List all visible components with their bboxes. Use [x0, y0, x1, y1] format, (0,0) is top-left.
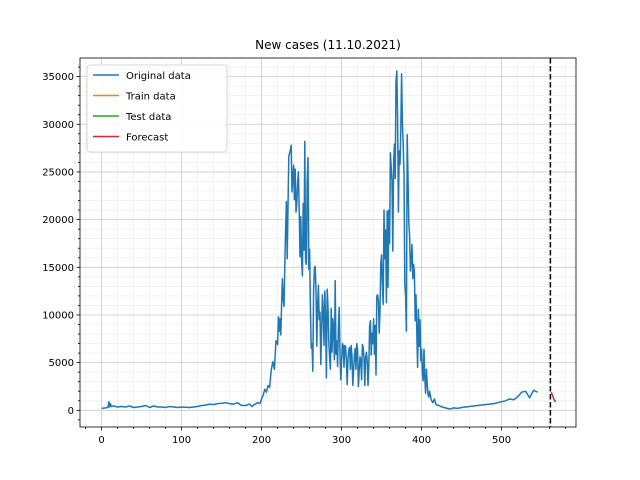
legend: Original data Train data Test data Forecast — [86, 64, 228, 153]
y-tick-label: 25000 — [42, 167, 74, 178]
x-tick-label: 300 — [332, 435, 351, 446]
y-tick-label: 10000 — [42, 310, 74, 321]
y-tick-label: 35000 — [42, 72, 74, 83]
legend-label: Test data — [125, 112, 171, 123]
x-tick-label: 0 — [98, 435, 104, 446]
y-tick-label: 20000 — [42, 215, 74, 226]
plot-lines — [101, 70, 557, 410]
series-forecast — [550, 391, 557, 403]
legend-label: Forecast — [126, 133, 168, 144]
axes-frame — [79, 57, 577, 428]
x-tick-label: 400 — [412, 435, 431, 446]
chart-title: New cases (11.10.2021) — [255, 38, 401, 52]
legend-box — [86, 64, 228, 153]
legend-label: Train data — [125, 92, 176, 103]
x-tick-label: 200 — [252, 435, 271, 446]
y-tick-label: 5000 — [49, 358, 74, 369]
x-tick-label: 100 — [172, 435, 191, 446]
y-tick-label: 0 — [68, 406, 74, 417]
axis-ticks: 0 100 200 300 400 500050001000015000200002500… — [42, 66, 566, 446]
y-tick-label: 15000 — [42, 263, 74, 274]
legend-label: Original data — [126, 71, 191, 82]
x-tick-label: 500 — [492, 435, 511, 446]
series-original-data — [101, 70, 538, 410]
y-tick-label: 30000 — [42, 120, 74, 131]
